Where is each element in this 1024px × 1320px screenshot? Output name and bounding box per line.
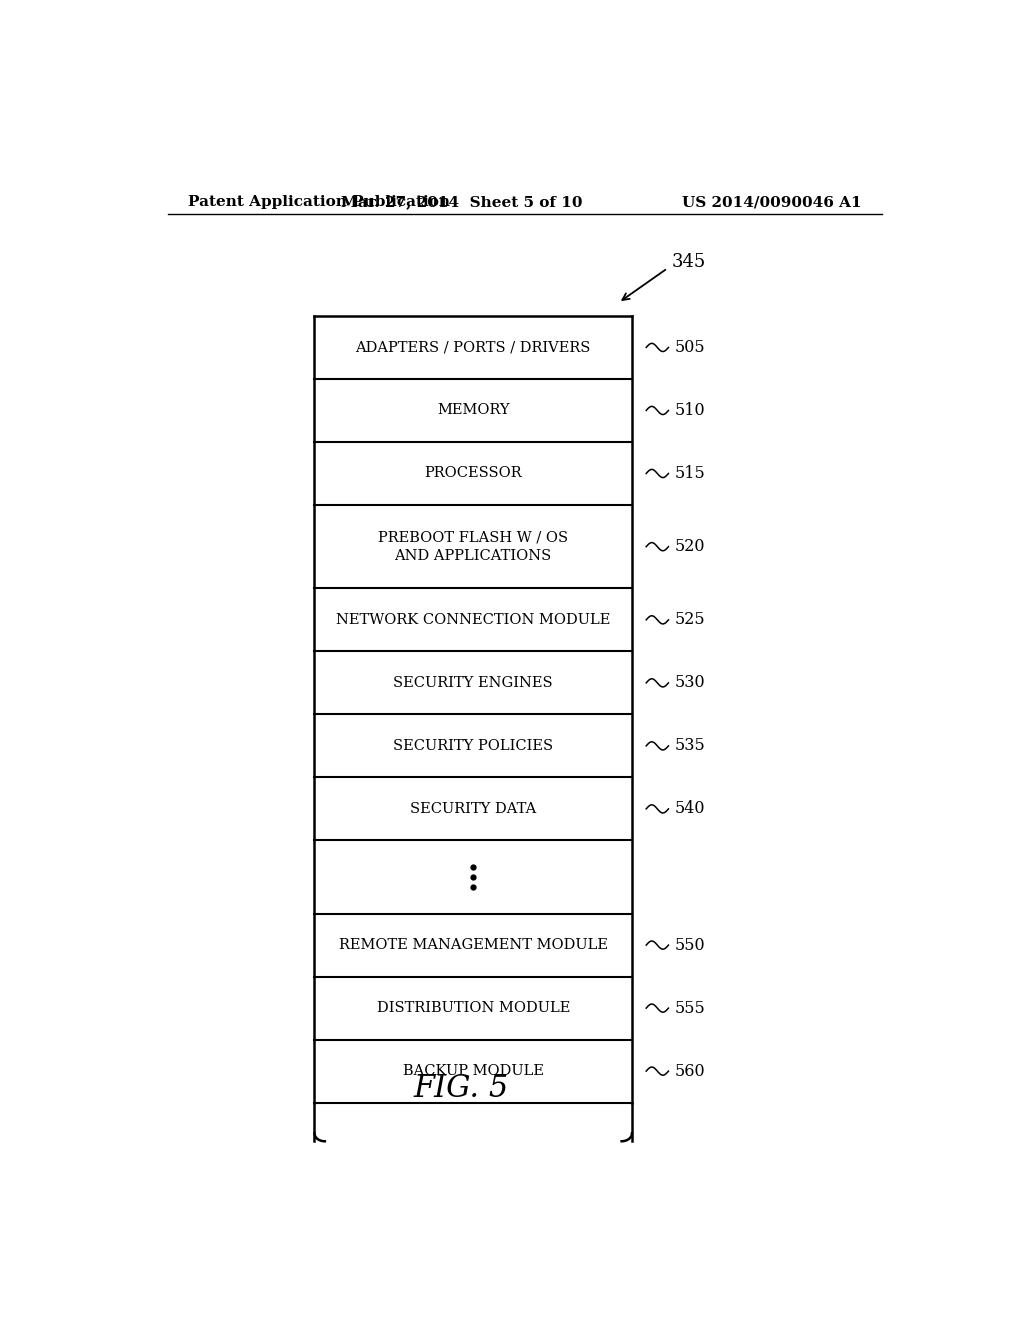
Text: PREBOOT FLASH W / OS
AND APPLICATIONS: PREBOOT FLASH W / OS AND APPLICATIONS <box>378 531 568 562</box>
Text: 505: 505 <box>675 339 706 356</box>
Text: 540: 540 <box>675 800 706 817</box>
Text: 530: 530 <box>675 675 706 692</box>
Text: 510: 510 <box>675 403 706 418</box>
Text: 520: 520 <box>675 539 706 556</box>
Text: SECURITY ENGINES: SECURITY ENGINES <box>393 676 553 690</box>
Text: 515: 515 <box>675 465 706 482</box>
Text: Patent Application Publication: Patent Application Publication <box>187 195 450 209</box>
Text: DISTRIBUTION MODULE: DISTRIBUTION MODULE <box>377 1001 570 1015</box>
Text: REMOTE MANAGEMENT MODULE: REMOTE MANAGEMENT MODULE <box>339 939 607 952</box>
Text: FIG. 5: FIG. 5 <box>414 1073 509 1104</box>
Text: NETWORK CONNECTION MODULE: NETWORK CONNECTION MODULE <box>336 612 610 627</box>
Text: ADAPTERS / PORTS / DRIVERS: ADAPTERS / PORTS / DRIVERS <box>355 341 591 355</box>
Text: SECURITY POLICIES: SECURITY POLICIES <box>393 739 553 752</box>
Text: 550: 550 <box>675 937 706 953</box>
Text: Mar. 27, 2014  Sheet 5 of 10: Mar. 27, 2014 Sheet 5 of 10 <box>341 195 582 209</box>
Text: BACKUP MODULE: BACKUP MODULE <box>402 1064 544 1078</box>
Text: MEMORY: MEMORY <box>437 404 510 417</box>
Text: PROCESSOR: PROCESSOR <box>424 466 522 480</box>
Text: 525: 525 <box>675 611 706 628</box>
Text: 555: 555 <box>675 999 706 1016</box>
Text: 345: 345 <box>672 253 706 271</box>
Text: 535: 535 <box>675 738 706 754</box>
Text: SECURITY DATA: SECURITY DATA <box>410 801 537 816</box>
Text: US 2014/0090046 A1: US 2014/0090046 A1 <box>682 195 862 209</box>
Text: 560: 560 <box>675 1063 706 1080</box>
